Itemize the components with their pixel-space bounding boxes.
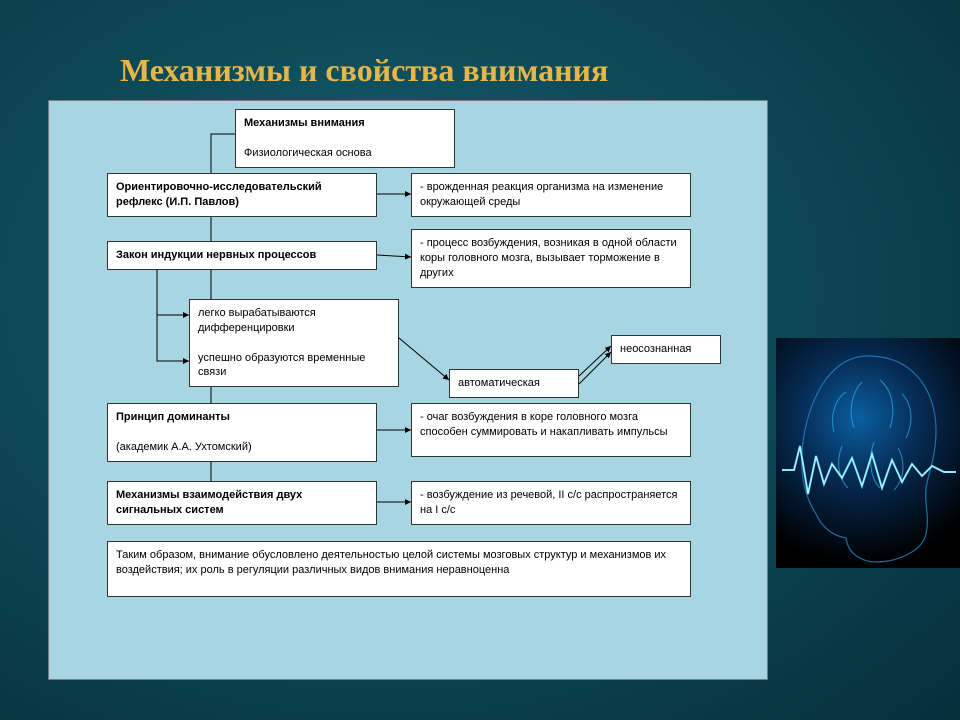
node-domin: Принцип доминанты(академик А.А. Ухтомски… (107, 403, 377, 462)
node-domin_d: - очаг возбуждения в коре головного мозг… (411, 403, 691, 457)
node-uncon: неосознанная (611, 335, 721, 364)
node-diff: легко вырабатываются дифференцировкиуспе… (189, 299, 399, 387)
node-sigsys: Механизмы взаимодействия двух сигнальных… (107, 481, 377, 525)
node-mech: Механизмы вниманияФизиологическая основа (235, 109, 455, 168)
node-induct_d: - процесс возбуждения, возникая в одной … (411, 229, 691, 288)
node-sigsys_d: - возбуждение из речевой, II с/с распрос… (411, 481, 691, 525)
diagram-panel: Механизмы вниманияФизиологическая основа… (48, 100, 768, 680)
node-pavlov_d: - врожденная реакция организма на измене… (411, 173, 691, 217)
page-title: Механизмы и свойства внимания (120, 52, 608, 89)
node-auto: автоматическая (449, 369, 579, 398)
node-pavlov: Ориентировочно-исследовательский рефлекс… (107, 173, 377, 217)
node-concl: Таким образом, внимание обусловлено деят… (107, 541, 691, 597)
brain-image (776, 338, 960, 568)
node-induct: Закон индукции нервных процессов (107, 241, 377, 270)
